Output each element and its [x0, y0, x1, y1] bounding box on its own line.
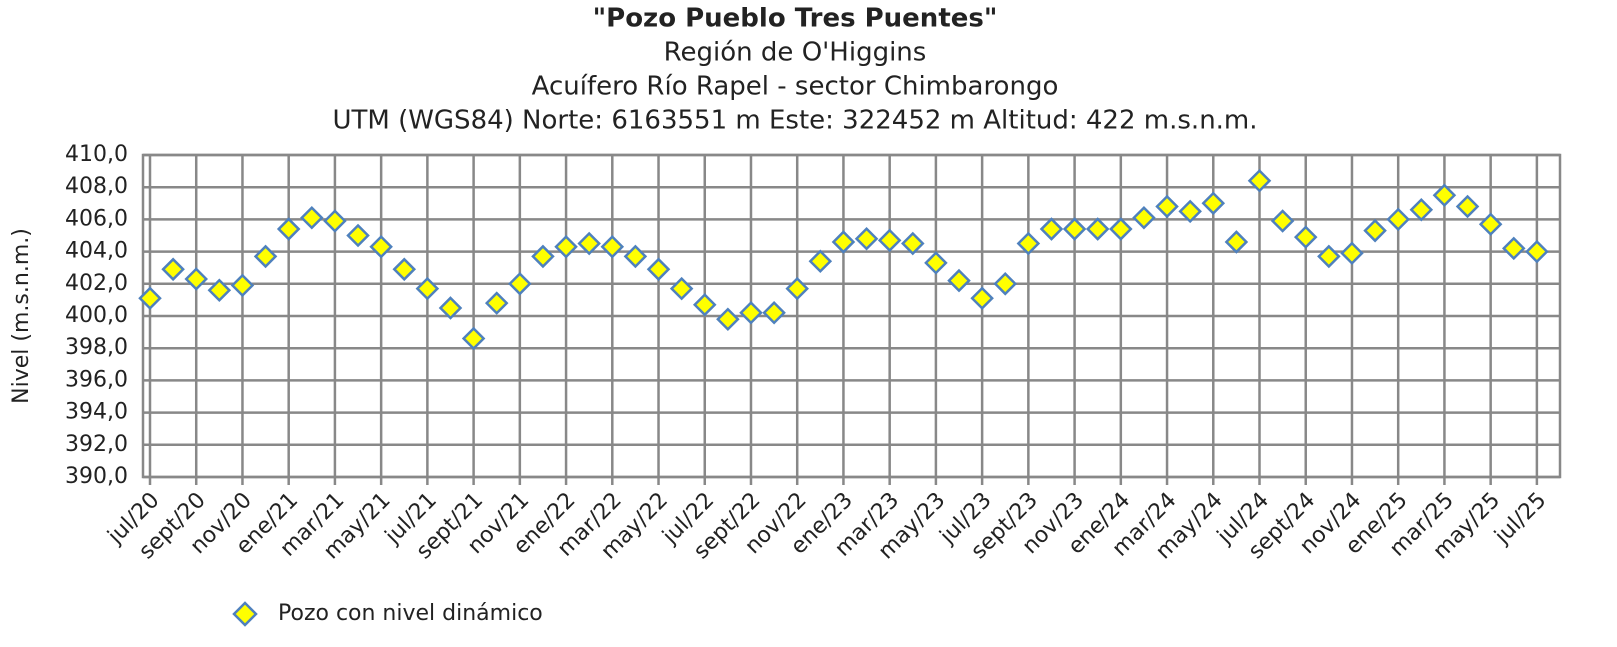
marker	[1293, 225, 1318, 249]
marker	[1109, 217, 1133, 241]
marker	[1478, 212, 1503, 236]
marker	[438, 296, 463, 320]
marker	[207, 278, 232, 303]
marker	[300, 206, 324, 230]
marker	[346, 223, 370, 248]
marker	[1062, 217, 1087, 241]
marker	[1340, 241, 1364, 265]
marker	[1317, 244, 1341, 269]
y-tick-label: 406,0	[65, 206, 128, 231]
y-tick-label: 392,0	[65, 432, 128, 457]
marker	[1432, 183, 1457, 208]
legend-label: Pozo con nivel dinámico	[278, 601, 543, 626]
marker	[253, 244, 278, 269]
marker	[554, 235, 578, 259]
marker	[1455, 194, 1480, 219]
marker	[877, 228, 902, 253]
marker	[1502, 236, 1526, 261]
y-tick-label: 398,0	[65, 335, 128, 360]
marker	[508, 272, 532, 296]
marker	[1178, 199, 1202, 224]
marker	[970, 286, 994, 311]
marker	[1016, 231, 1041, 256]
marker	[1386, 207, 1410, 232]
marker	[577, 231, 601, 256]
marker	[600, 235, 625, 259]
marker	[1155, 194, 1179, 219]
marker	[669, 276, 694, 301]
y-tick-label: 396,0	[65, 367, 128, 392]
marker	[901, 231, 925, 256]
marker	[854, 226, 879, 251]
chart-subtitle: Región de O'Higgins	[664, 38, 927, 68]
marker	[993, 272, 1018, 296]
marker	[1363, 218, 1387, 243]
y-tick-label: 408,0	[65, 174, 128, 199]
marker	[1270, 209, 1295, 233]
marker	[1201, 191, 1226, 216]
marker	[1039, 217, 1064, 241]
marker	[716, 307, 740, 331]
marker	[161, 257, 185, 282]
y-axis-label: Nivel (m.s.n.m.)	[9, 228, 34, 404]
marker	[924, 251, 948, 275]
marker	[785, 276, 809, 301]
marker	[1247, 168, 1272, 193]
marker	[646, 257, 671, 282]
marker	[531, 244, 555, 269]
marker	[138, 286, 162, 311]
marker	[762, 301, 786, 325]
marker	[1224, 230, 1249, 254]
marker	[623, 244, 648, 269]
x-tick-label: jul/25	[1489, 488, 1551, 550]
chart-title: "Pozo Pueblo Tres Puentes"	[593, 4, 998, 34]
y-tick-label: 410,0	[65, 142, 128, 167]
y-tick-label: 390,0	[65, 464, 128, 489]
marker	[739, 301, 763, 325]
marker	[808, 249, 833, 274]
marker	[1409, 197, 1434, 222]
marker	[947, 268, 971, 293]
y-tick-label: 394,0	[65, 400, 128, 425]
marker	[323, 209, 347, 233]
marker	[692, 292, 717, 317]
marker	[184, 267, 208, 291]
marker	[415, 276, 440, 301]
marker	[369, 235, 393, 259]
marker	[484, 291, 509, 315]
y-tick-label: 402,0	[65, 271, 128, 296]
chart-subtitle: UTM (WGS84) Norte: 6163551 m Este: 32245…	[332, 106, 1257, 136]
marker	[461, 326, 486, 351]
marker	[831, 230, 856, 254]
chart-subtitle: Acuífero Río Rapel - sector Chimbarongo	[532, 72, 1059, 102]
legend-marker	[232, 601, 258, 627]
marker	[1525, 239, 1549, 264]
marker	[230, 273, 255, 298]
y-tick-label: 400,0	[65, 303, 128, 328]
marker	[392, 257, 417, 282]
marker	[276, 217, 301, 241]
y-tick-label: 404,0	[65, 239, 128, 264]
marker	[1085, 217, 1110, 241]
marker	[1132, 206, 1156, 230]
